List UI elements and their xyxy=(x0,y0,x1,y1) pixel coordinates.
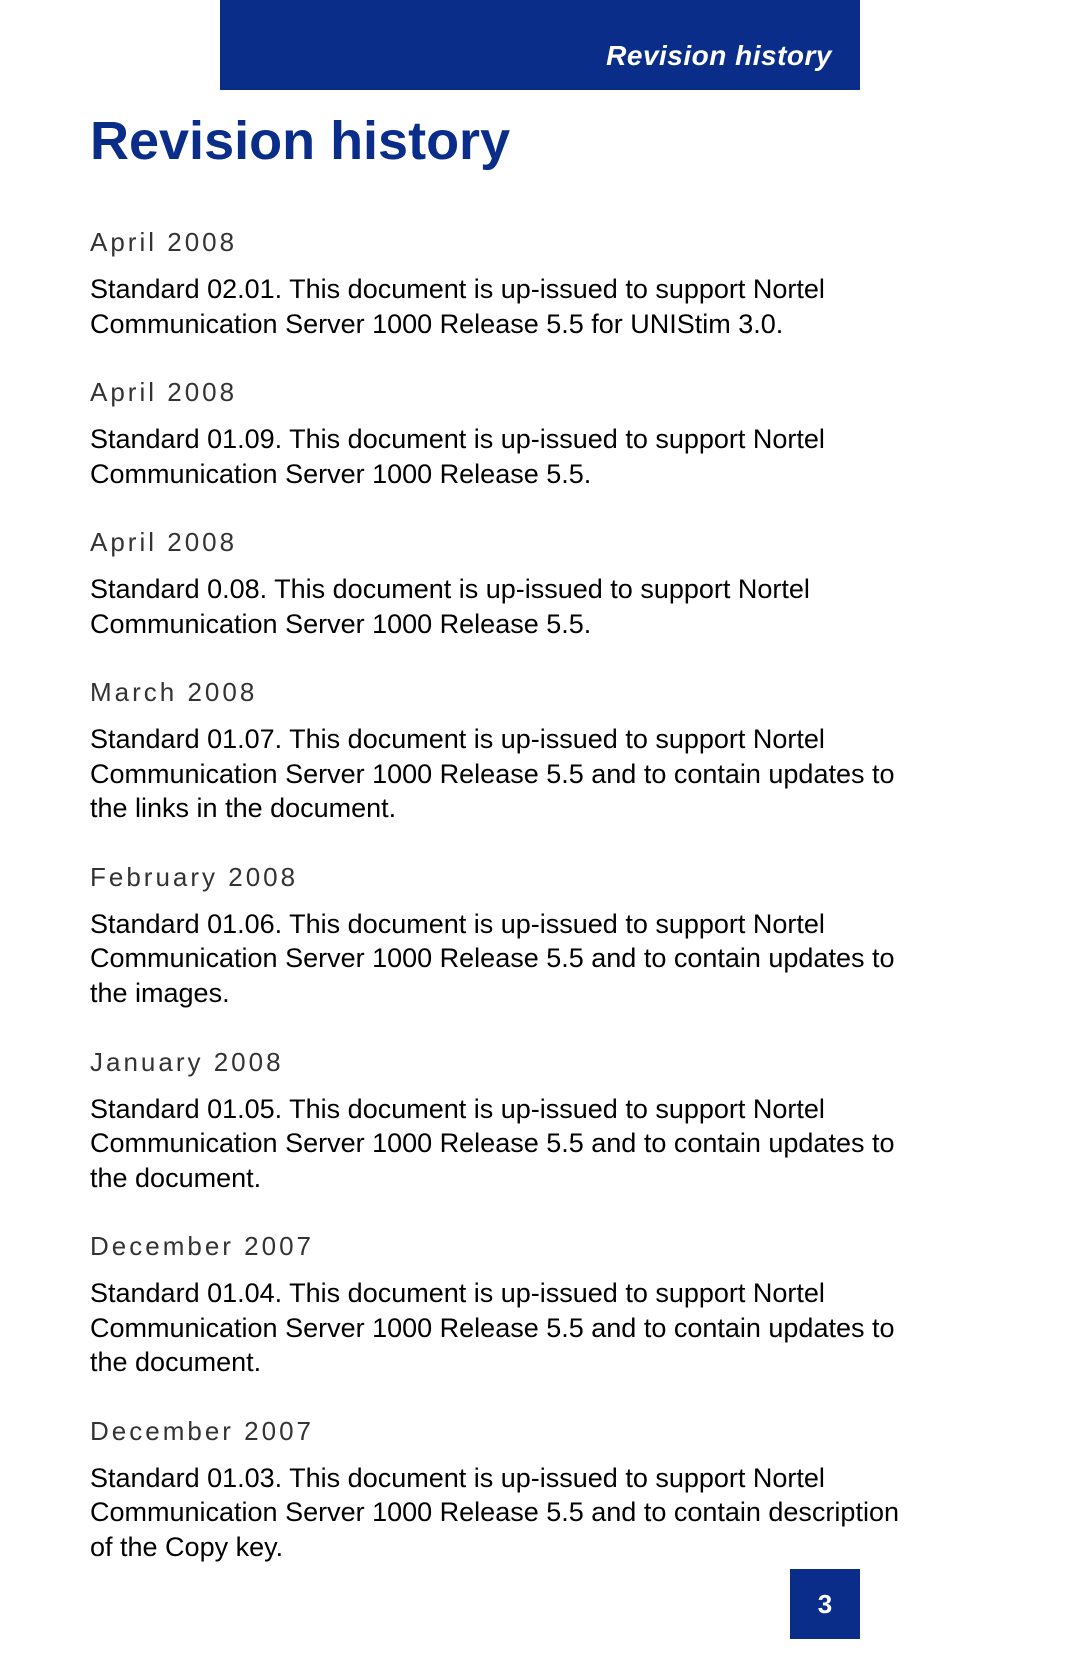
entry-date: April 2008 xyxy=(90,227,910,258)
entry-date: April 2008 xyxy=(90,377,910,408)
page-number-box: 3 xyxy=(790,1569,860,1639)
revision-entry: December 2007 Standard 01.04. This docum… xyxy=(90,1231,910,1380)
revision-entry: March 2008 Standard 01.07. This document… xyxy=(90,677,910,826)
revision-entry: April 2008 Standard 01.09. This document… xyxy=(90,377,910,491)
revision-entry: January 2008 Standard 01.05. This docume… xyxy=(90,1047,910,1196)
entry-date: December 2007 xyxy=(90,1416,910,1447)
entry-body: Standard 02.01. This document is up-issu… xyxy=(90,272,910,341)
entry-body: Standard 01.07. This document is up-issu… xyxy=(90,722,910,826)
entry-body: Standard 01.09. This document is up-issu… xyxy=(90,422,910,491)
revision-entry: February 2008 Standard 01.06. This docum… xyxy=(90,862,910,1011)
entry-date: March 2008 xyxy=(90,677,910,708)
entry-body: Standard 01.04. This document is up-issu… xyxy=(90,1276,910,1380)
entry-date: April 2008 xyxy=(90,527,910,558)
entry-date: December 2007 xyxy=(90,1231,910,1262)
entry-date: January 2008 xyxy=(90,1047,910,1078)
page-title: Revision history xyxy=(90,110,910,172)
header-bar: Revision history xyxy=(220,0,860,90)
revision-entry: April 2008 Standard 02.01. This document… xyxy=(90,227,910,341)
header-label: Revision history xyxy=(606,40,832,72)
entry-body: Standard 01.06. This document is up-issu… xyxy=(90,907,910,1011)
revision-entry: December 2007 Standard 01.03. This docum… xyxy=(90,1416,910,1565)
entry-body: Standard 01.03. This document is up-issu… xyxy=(90,1461,910,1565)
entry-body: Standard 01.05. This document is up-issu… xyxy=(90,1092,910,1196)
entry-date: February 2008 xyxy=(90,862,910,893)
content-area: Revision history April 2008 Standard 02.… xyxy=(90,110,910,1600)
page-number: 3 xyxy=(818,1589,832,1620)
revision-entry: April 2008 Standard 0.08. This document … xyxy=(90,527,910,641)
entry-body: Standard 0.08. This document is up-issue… xyxy=(90,572,910,641)
